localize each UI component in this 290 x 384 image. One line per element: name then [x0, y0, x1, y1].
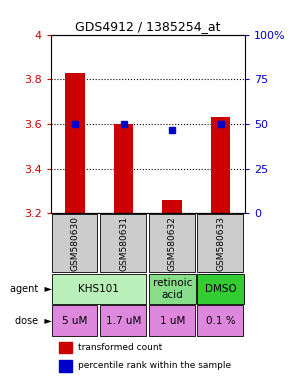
FancyBboxPatch shape	[149, 305, 195, 336]
FancyBboxPatch shape	[197, 214, 243, 272]
Text: 5 uM: 5 uM	[62, 316, 88, 326]
Text: agent  ►: agent ►	[10, 284, 52, 294]
FancyBboxPatch shape	[197, 305, 243, 336]
FancyBboxPatch shape	[197, 274, 244, 304]
Text: 1 uM: 1 uM	[160, 316, 185, 326]
Text: GSM580632: GSM580632	[168, 216, 177, 271]
Text: DMSO: DMSO	[205, 284, 237, 294]
Text: transformed count: transformed count	[78, 343, 162, 352]
FancyBboxPatch shape	[149, 274, 195, 304]
Bar	[162, 200, 182, 214]
Text: percentile rank within the sample: percentile rank within the sample	[78, 361, 231, 371]
Text: GSM580631: GSM580631	[119, 216, 128, 271]
Text: 1.7 uM: 1.7 uM	[106, 316, 141, 326]
Bar	[65, 73, 85, 214]
Text: 0.1 %: 0.1 %	[206, 316, 235, 326]
FancyBboxPatch shape	[52, 305, 97, 336]
FancyBboxPatch shape	[100, 214, 146, 272]
Bar	[114, 124, 133, 214]
Bar	[59, 342, 72, 353]
Text: retinoic
acid: retinoic acid	[153, 278, 192, 300]
FancyBboxPatch shape	[100, 305, 146, 336]
Text: KHS101: KHS101	[78, 284, 119, 294]
Bar	[211, 117, 231, 214]
Text: GSM580630: GSM580630	[70, 216, 79, 271]
Text: GSM580633: GSM580633	[216, 216, 225, 271]
FancyBboxPatch shape	[149, 214, 195, 272]
FancyBboxPatch shape	[52, 274, 146, 304]
FancyBboxPatch shape	[52, 214, 97, 272]
Text: dose  ►: dose ►	[15, 316, 52, 326]
Bar	[59, 361, 72, 372]
Title: GDS4912 / 1385254_at: GDS4912 / 1385254_at	[75, 20, 221, 33]
